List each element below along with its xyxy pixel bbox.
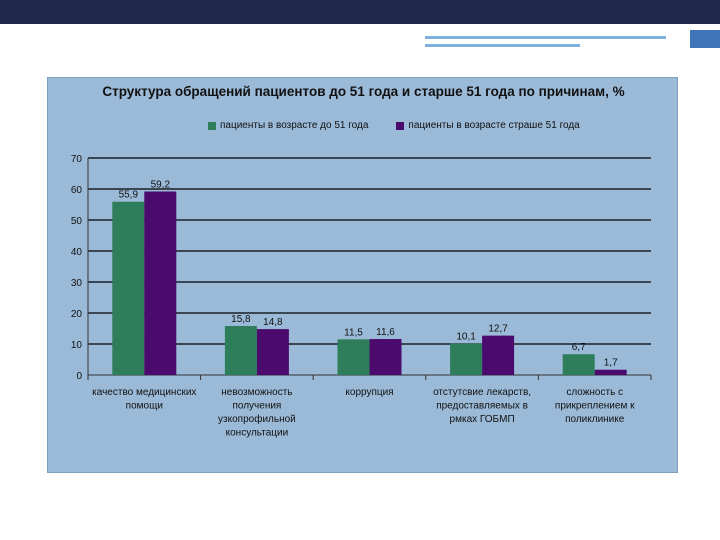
y-tick-label: 50 xyxy=(71,216,83,227)
x-category-label: консультации xyxy=(226,428,289,439)
legend-label-over-51: пациенты в возрасте страше 51 года xyxy=(408,120,580,131)
data-label: 6,7 xyxy=(572,342,586,353)
data-label: 1,7 xyxy=(604,358,618,369)
x-category-label: сложность с xyxy=(566,387,623,398)
y-tick-label: 40 xyxy=(71,247,83,258)
y-tick-label: 20 xyxy=(71,309,83,320)
chart-title: Структура обращений пациентов до 51 года… xyxy=(102,84,625,99)
y-tick-label: 30 xyxy=(71,278,83,289)
slide-decor-line xyxy=(425,36,666,39)
legend-label-under-51: пациенты в возрасте до 51 года xyxy=(220,120,369,131)
data-label: 59,2 xyxy=(151,179,171,190)
bar-chart-plot: 0 10 20 30 40 50 60 70 55,9 59,2 качество медицинс… xyxy=(71,154,652,439)
data-label: 15,8 xyxy=(231,314,251,325)
y-tick-label: 0 xyxy=(76,371,82,382)
x-category-label: поликлинике xyxy=(565,414,625,425)
data-label: 55,9 xyxy=(119,190,139,201)
y-tick-label: 70 xyxy=(71,154,83,165)
slide-decor-line xyxy=(690,30,720,48)
x-category-label: узкопрофильной xyxy=(218,413,296,425)
x-category-label: отстутсвие лекарств, xyxy=(433,387,531,398)
data-label: 11,6 xyxy=(376,327,395,338)
data-label: 11,5 xyxy=(344,327,363,338)
x-category-label: невозможность xyxy=(221,387,292,398)
x-category-label: коррупция xyxy=(345,387,393,398)
slide-top-bar xyxy=(0,0,720,24)
data-label: 14,8 xyxy=(263,317,283,328)
x-category-label: качество медицинских xyxy=(92,387,196,398)
y-tick-label: 10 xyxy=(71,340,83,351)
slide-decor-line xyxy=(425,44,580,47)
legend-item-over-51: пациенты в возрасте страше 51 года xyxy=(396,120,580,131)
bar xyxy=(450,343,483,375)
bar xyxy=(594,369,627,375)
x-category-label: прикреплением к xyxy=(555,401,635,412)
y-tick-label: 60 xyxy=(71,185,83,196)
chart-legend: пациенты в возрасте до 51 года пациенты … xyxy=(208,120,580,131)
data-label: 12,7 xyxy=(488,324,508,335)
x-category-label: рмках ГОБМП xyxy=(450,414,515,425)
chart-panel: Структура обращений пациентов до 51 года… xyxy=(47,77,678,473)
legend-swatch-under-51 xyxy=(208,121,216,130)
bar xyxy=(369,339,402,375)
bar xyxy=(224,326,257,375)
bar xyxy=(562,354,595,375)
data-label: 10,1 xyxy=(456,332,476,343)
x-category-label: предоставляемых в xyxy=(436,401,528,412)
bar xyxy=(482,335,515,375)
x-category-label: получения xyxy=(232,401,281,412)
bar xyxy=(144,191,177,375)
x-category-label: помощи xyxy=(126,401,163,412)
legend-swatch-over-51 xyxy=(396,121,405,130)
bar xyxy=(256,329,289,375)
bar xyxy=(112,201,145,375)
bar xyxy=(337,339,370,375)
legend-item-under-51: пациенты в возрасте до 51 года xyxy=(208,120,368,131)
